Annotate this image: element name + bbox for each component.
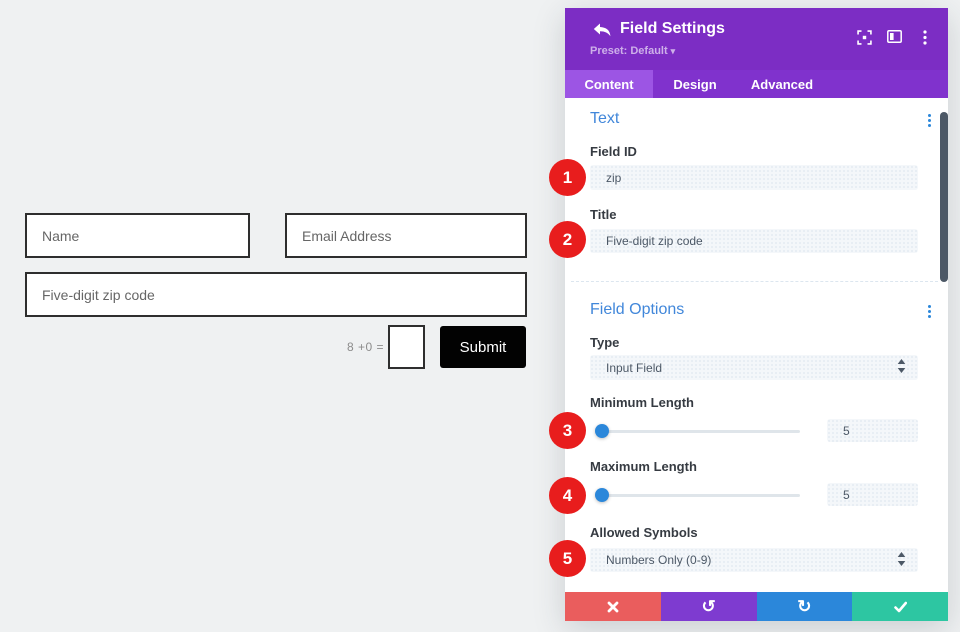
annotation-badge-3: 3: [549, 412, 586, 449]
modal-footer: ↺ ↻: [565, 592, 948, 621]
min-length-slider[interactable]: [595, 424, 800, 438]
name-input[interactable]: [25, 213, 250, 258]
slider-handle[interactable]: [595, 424, 609, 438]
field-id-label: Field ID: [590, 144, 637, 159]
tab-design[interactable]: Design: [673, 76, 717, 92]
modal-header: Field Settings Preset: Default ▾: [565, 8, 948, 70]
tab-content[interactable]: Content: [565, 70, 653, 98]
select-updown-icon: [897, 551, 906, 569]
check-icon: [893, 601, 907, 612]
max-length-value-input[interactable]: [827, 483, 918, 506]
annotation-badge-5: 5: [549, 540, 586, 577]
text-section-title: Text: [590, 110, 620, 127]
discard-button[interactable]: [565, 592, 661, 621]
min-length-label: Minimum Length: [590, 395, 694, 410]
captcha-input[interactable]: [388, 325, 425, 369]
slider-handle[interactable]: [595, 488, 609, 502]
save-button[interactable]: [852, 592, 948, 621]
field-settings-modal: Field Settings Preset: Default ▾ Content …: [565, 8, 948, 621]
captcha-question: 8 +0 =: [346, 340, 384, 354]
zip-input[interactable]: [25, 272, 527, 317]
type-label: Type: [590, 335, 620, 350]
allowed-symbols-select[interactable]: Numbers Only (0-9): [590, 548, 918, 572]
max-length-label: Maximum Length: [590, 459, 697, 474]
title-label: Title: [590, 207, 617, 222]
annotation-badge-4: 4: [549, 477, 586, 514]
submit-button[interactable]: Submit: [440, 326, 526, 368]
type-select-value: Input Field: [606, 360, 663, 375]
undo-icon: ↺: [701, 597, 716, 616]
min-length-value-input[interactable]: [827, 419, 918, 442]
title-input[interactable]: [590, 229, 918, 253]
field-options-section-title: Field Options: [590, 301, 685, 318]
expand-modal-icon[interactable]: [857, 30, 872, 45]
slider-track[interactable]: [597, 494, 800, 497]
type-select[interactable]: Input Field: [590, 355, 918, 380]
annotation-badge-1: 1: [549, 159, 586, 196]
modal-title: Field Settings: [620, 20, 725, 37]
email-input[interactable]: [285, 213, 527, 258]
field-id-input[interactable]: [590, 165, 918, 190]
annotation-badge-2: 2: [549, 221, 586, 258]
undo-button[interactable]: ↺: [660, 592, 757, 621]
section-divider: [571, 281, 938, 282]
text-section-menu-icon[interactable]: [928, 114, 932, 127]
allowed-symbols-label: Allowed Symbols: [590, 525, 698, 540]
allowed-symbols-value: Numbers Only (0-9): [606, 553, 712, 567]
kebab-menu-icon[interactable]: [922, 30, 928, 45]
redo-button[interactable]: ↻: [756, 592, 853, 621]
preset-selector[interactable]: Preset: Default ▾: [590, 45, 675, 57]
redo-icon: ↻: [797, 597, 812, 616]
preset-label: Preset: Default: [590, 45, 668, 57]
field-options-section-menu-icon[interactable]: [928, 305, 932, 318]
panel-layout-icon[interactable]: [887, 30, 902, 45]
tab-advanced[interactable]: Advanced: [750, 76, 814, 92]
caret-down-icon: ▾: [670, 46, 676, 56]
slider-track[interactable]: [597, 430, 800, 433]
close-icon: [607, 601, 619, 612]
select-updown-icon: [897, 359, 906, 376]
settings-tab-bar: Content Design Advanced: [565, 70, 948, 98]
scrollbar-thumb[interactable]: [940, 112, 948, 282]
back-icon[interactable]: [593, 23, 611, 37]
settings-content: Text Field ID Title Field Options Type I…: [565, 98, 948, 592]
max-length-slider[interactable]: [595, 488, 800, 502]
